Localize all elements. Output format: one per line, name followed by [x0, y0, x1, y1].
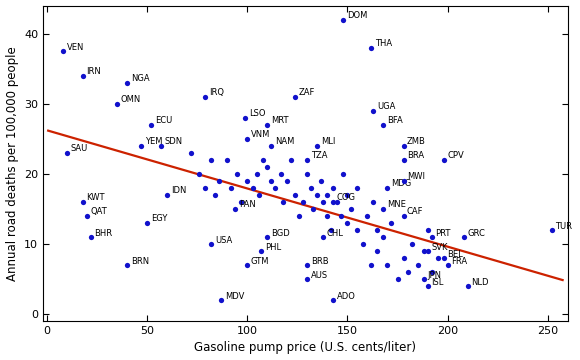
- Text: BFA: BFA: [387, 116, 403, 125]
- Text: DOM: DOM: [347, 11, 367, 20]
- Text: BRN: BRN: [130, 257, 149, 266]
- Text: COG: COG: [337, 193, 356, 202]
- Text: MDV: MDV: [225, 292, 244, 301]
- Text: MWI: MWI: [407, 172, 425, 181]
- Text: THA: THA: [375, 39, 392, 48]
- Text: JPN: JPN: [427, 271, 441, 280]
- Text: MDG: MDG: [391, 179, 411, 188]
- Text: SAU: SAU: [71, 144, 88, 153]
- Text: NGA: NGA: [130, 74, 149, 83]
- Text: IRQ: IRQ: [209, 88, 224, 97]
- Text: OMN: OMN: [121, 95, 141, 104]
- Text: MLI: MLI: [321, 138, 335, 147]
- Text: TZA: TZA: [311, 152, 327, 161]
- Text: FRA: FRA: [451, 257, 467, 266]
- Text: BRA: BRA: [407, 152, 424, 161]
- Text: BRB: BRB: [311, 257, 328, 266]
- Text: CHL: CHL: [327, 229, 344, 238]
- Text: BHR: BHR: [95, 229, 113, 238]
- Text: ZAF: ZAF: [299, 88, 316, 97]
- Text: ISL: ISL: [431, 278, 443, 287]
- Text: AUS: AUS: [311, 271, 328, 280]
- Text: BEL: BEL: [447, 249, 463, 258]
- Text: SDN: SDN: [165, 138, 183, 147]
- Text: TUR: TUR: [555, 221, 572, 230]
- Text: PHL: PHL: [265, 243, 281, 252]
- Text: IRN: IRN: [86, 67, 102, 76]
- Text: ADO: ADO: [337, 292, 356, 301]
- Text: GRC: GRC: [467, 229, 485, 238]
- Text: VNM: VNM: [251, 130, 270, 139]
- Text: VEN: VEN: [67, 43, 84, 52]
- Text: QAT: QAT: [90, 207, 107, 216]
- Text: USA: USA: [215, 235, 232, 244]
- Text: NAM: NAM: [275, 138, 294, 147]
- Text: ZMB: ZMB: [407, 138, 426, 147]
- Text: IDN: IDN: [171, 186, 186, 195]
- Text: MNE: MNE: [387, 201, 406, 210]
- Text: SVK: SVK: [431, 243, 448, 252]
- Text: BGD: BGD: [271, 229, 289, 238]
- X-axis label: Gasoline pump price (U.S. cents/liter): Gasoline pump price (U.S. cents/liter): [194, 341, 416, 355]
- Text: CAF: CAF: [407, 207, 423, 216]
- Text: PAN: PAN: [239, 201, 256, 210]
- Text: NLD: NLD: [471, 278, 488, 287]
- Text: YEM: YEM: [144, 138, 162, 147]
- Text: MRT: MRT: [271, 116, 288, 125]
- Text: GTM: GTM: [251, 257, 269, 266]
- Text: LSO: LSO: [249, 109, 265, 118]
- Text: KWT: KWT: [86, 193, 105, 202]
- Text: EGY: EGY: [151, 215, 167, 224]
- Text: ECU: ECU: [155, 116, 172, 125]
- Text: CPV: CPV: [447, 152, 464, 161]
- Text: UGA: UGA: [377, 102, 396, 111]
- Y-axis label: Annual road deaths per 100,000 people: Annual road deaths per 100,000 people: [6, 46, 19, 281]
- Text: PRT: PRT: [435, 229, 451, 238]
